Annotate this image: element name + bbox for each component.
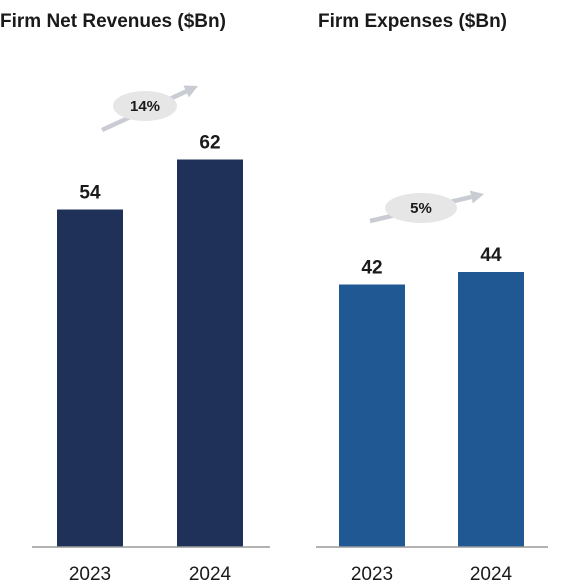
revenues-tick-label-2024: 2024 [189, 564, 232, 585]
revenues-growth-badge [113, 91, 177, 121]
revenues-growth-label: 14% [130, 98, 160, 115]
expenses-growth-badge [385, 193, 457, 223]
expenses-growth-arrow-icon [469, 190, 484, 204]
expenses-value-label-2024: 44 [480, 245, 502, 266]
expenses-tick-label-2024: 2024 [470, 564, 513, 585]
revenues-bar-2023 [57, 209, 123, 547]
expenses-bar-2023 [339, 284, 405, 547]
expenses-growth-label: 5% [410, 200, 432, 217]
expenses-bar-2024 [458, 272, 524, 547]
revenues-chart-title: Firm Net Revenues ($Bn) [0, 11, 226, 32]
revenues-value-label-2023: 54 [79, 183, 101, 204]
revenues-bar-2024 [177, 159, 243, 547]
expenses-value-label-2023: 42 [361, 258, 382, 279]
revenues-value-label-2024: 62 [199, 133, 220, 154]
revenues-tick-label-2023: 2023 [69, 564, 111, 585]
expenses-chart-title: Firm Expenses ($Bn) [318, 11, 507, 32]
revenues-growth-arrow-icon [183, 85, 198, 98]
expenses-tick-label-2023: 2023 [351, 564, 393, 585]
